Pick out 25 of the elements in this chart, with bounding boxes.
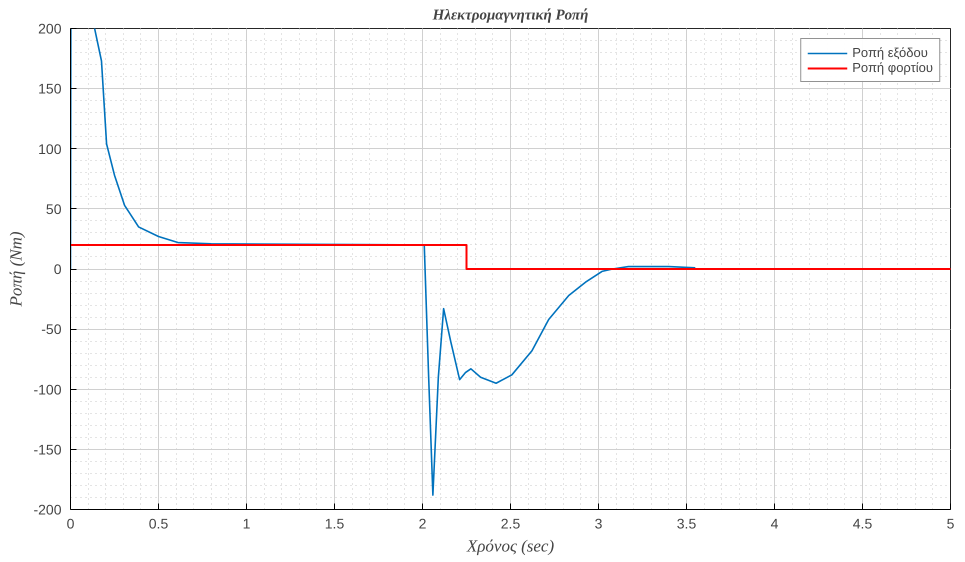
x-tick-label: 1 bbox=[242, 516, 251, 532]
x-tick-label: 3.5 bbox=[676, 516, 696, 532]
legend-label: Ροπή φορτίου bbox=[852, 60, 933, 75]
y-tick-label: 100 bbox=[38, 140, 62, 157]
y-tick-label: 200 bbox=[38, 20, 62, 36]
y-tick-label: -100 bbox=[33, 381, 62, 398]
x-tick-label: 4 bbox=[770, 516, 779, 532]
x-tick-label: 5 bbox=[946, 516, 955, 532]
y-tick-label: -200 bbox=[33, 502, 62, 518]
chart-title: Ηλεκτρομαγνητική Ροπή bbox=[432, 8, 588, 24]
x-tick-label: 2.5 bbox=[500, 516, 520, 532]
x-tick-label: 0.5 bbox=[148, 516, 168, 532]
y-tick-label: -50 bbox=[41, 321, 62, 338]
y-tick-label: 0 bbox=[54, 261, 62, 277]
x-tick-label: 1.5 bbox=[324, 516, 344, 532]
x-tick-label: 0 bbox=[66, 516, 75, 532]
x-tick-label: 3 bbox=[594, 516, 603, 532]
y-tick-label: 50 bbox=[46, 200, 62, 217]
legend-label: Ροπή εξόδου bbox=[852, 45, 928, 60]
x-tick-label: 2 bbox=[418, 516, 427, 532]
x-axis-title: Χρόνος (sec) bbox=[466, 536, 554, 556]
y-tick-label: -150 bbox=[33, 441, 62, 458]
y-tick-label: 150 bbox=[38, 80, 62, 97]
y-axis-title: Ροπή (Nm) bbox=[6, 231, 26, 308]
x-tick-label: 4.5 bbox=[852, 516, 872, 532]
